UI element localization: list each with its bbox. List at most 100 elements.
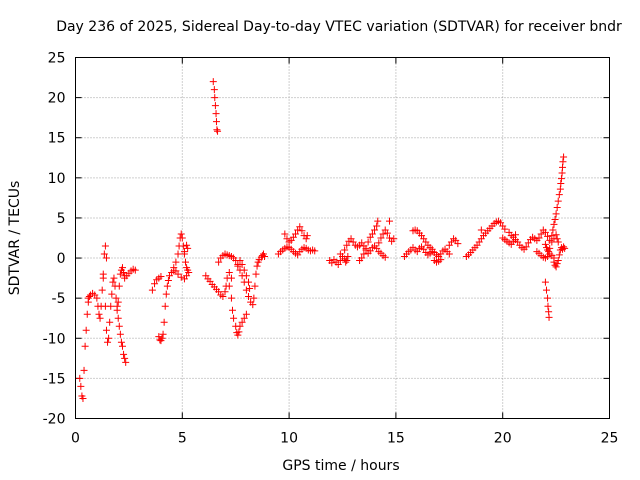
data-point bbox=[235, 328, 243, 336]
data-point bbox=[477, 226, 485, 234]
data-point bbox=[522, 243, 530, 251]
data-point bbox=[245, 278, 253, 286]
data-point bbox=[373, 222, 381, 230]
data-point bbox=[343, 256, 351, 264]
data-point bbox=[93, 294, 101, 302]
data-point bbox=[554, 238, 562, 246]
data-point bbox=[101, 242, 109, 250]
data-point bbox=[371, 226, 379, 234]
series-segment-26 bbox=[430, 256, 445, 266]
data-point bbox=[158, 334, 166, 342]
data-point bbox=[375, 239, 383, 247]
data-point bbox=[236, 322, 244, 330]
data-point bbox=[250, 294, 258, 302]
series-segment-22 bbox=[375, 226, 398, 247]
data-point bbox=[102, 326, 110, 334]
data-point bbox=[292, 230, 300, 238]
data-point bbox=[104, 338, 112, 346]
data-point bbox=[545, 313, 553, 321]
series-segment-8 bbox=[170, 230, 193, 283]
data-point bbox=[548, 232, 556, 240]
y-tick-label: 20 bbox=[48, 91, 66, 107]
data-point bbox=[99, 274, 107, 282]
data-point bbox=[561, 244, 569, 252]
data-point bbox=[159, 330, 167, 338]
data-point bbox=[180, 248, 188, 256]
y-tick-label: 0 bbox=[57, 251, 66, 267]
series-segment-31 bbox=[505, 228, 520, 241]
chart-title: Day 236 of 2025, Sidereal Day-to-day VTE… bbox=[56, 19, 622, 35]
series-segment-37 bbox=[548, 153, 568, 240]
data-point bbox=[296, 223, 304, 231]
data-point bbox=[131, 266, 139, 274]
data-point bbox=[121, 354, 129, 362]
data-point bbox=[209, 78, 217, 86]
data-point bbox=[535, 234, 543, 242]
data-point bbox=[374, 217, 382, 225]
data-point bbox=[114, 298, 122, 306]
data-point bbox=[236, 256, 244, 264]
data-point bbox=[242, 286, 250, 294]
data-point bbox=[553, 204, 561, 212]
data-point bbox=[83, 310, 91, 318]
x-tick-label: 15 bbox=[387, 431, 405, 447]
data-point bbox=[151, 280, 159, 288]
series-segment-20 bbox=[356, 217, 382, 264]
series-segment-9 bbox=[209, 78, 222, 135]
data-point bbox=[210, 86, 218, 94]
data-point bbox=[230, 314, 238, 322]
data-point bbox=[219, 293, 227, 301]
data-point bbox=[214, 127, 222, 135]
data-point bbox=[560, 153, 568, 161]
data-point bbox=[544, 232, 552, 240]
data-point bbox=[122, 358, 130, 366]
data-point bbox=[242, 272, 250, 280]
data-point bbox=[542, 286, 550, 294]
data-point bbox=[227, 274, 235, 282]
data-point bbox=[161, 302, 169, 310]
data-point bbox=[560, 243, 568, 251]
data-point bbox=[252, 270, 260, 278]
y-tick-label: -10 bbox=[43, 331, 66, 347]
data-point bbox=[164, 277, 172, 285]
data-point bbox=[234, 331, 242, 339]
data-point bbox=[211, 94, 219, 102]
data-point bbox=[557, 175, 565, 183]
data-point bbox=[541, 228, 549, 236]
data-point bbox=[177, 273, 185, 281]
series-segment-32 bbox=[524, 226, 562, 247]
series-segment-28 bbox=[462, 217, 509, 260]
series-segment-12 bbox=[225, 282, 250, 339]
data-point bbox=[253, 262, 261, 270]
data-point bbox=[552, 210, 560, 218]
data-point bbox=[551, 216, 559, 224]
series-segment-14 bbox=[236, 256, 254, 293]
data-point bbox=[555, 191, 563, 199]
data-point bbox=[106, 318, 114, 326]
data-point bbox=[82, 326, 90, 334]
grid-lines bbox=[75, 57, 610, 419]
x-tick-label: 10 bbox=[280, 431, 298, 447]
data-point bbox=[379, 230, 387, 238]
data-point bbox=[163, 282, 171, 290]
series-segment-17 bbox=[326, 256, 344, 268]
data-point bbox=[541, 240, 549, 248]
series-segment-2 bbox=[84, 242, 110, 322]
series-segment-4 bbox=[113, 302, 130, 366]
y-tick-label: 15 bbox=[48, 131, 66, 147]
data-point bbox=[251, 282, 259, 290]
data-point bbox=[360, 250, 368, 258]
x-tick-labels: 0 5 10 15 20 25 bbox=[71, 431, 618, 447]
data-point bbox=[180, 275, 188, 283]
data-point bbox=[240, 266, 248, 274]
data-point bbox=[240, 314, 248, 322]
data-point bbox=[383, 229, 391, 237]
data-point bbox=[115, 282, 123, 290]
data-point bbox=[344, 252, 352, 260]
data-point bbox=[342, 258, 350, 266]
data-point bbox=[364, 238, 372, 246]
data-point bbox=[234, 262, 242, 270]
data-point bbox=[549, 226, 557, 234]
data-point bbox=[110, 274, 118, 282]
data-point bbox=[105, 334, 113, 342]
